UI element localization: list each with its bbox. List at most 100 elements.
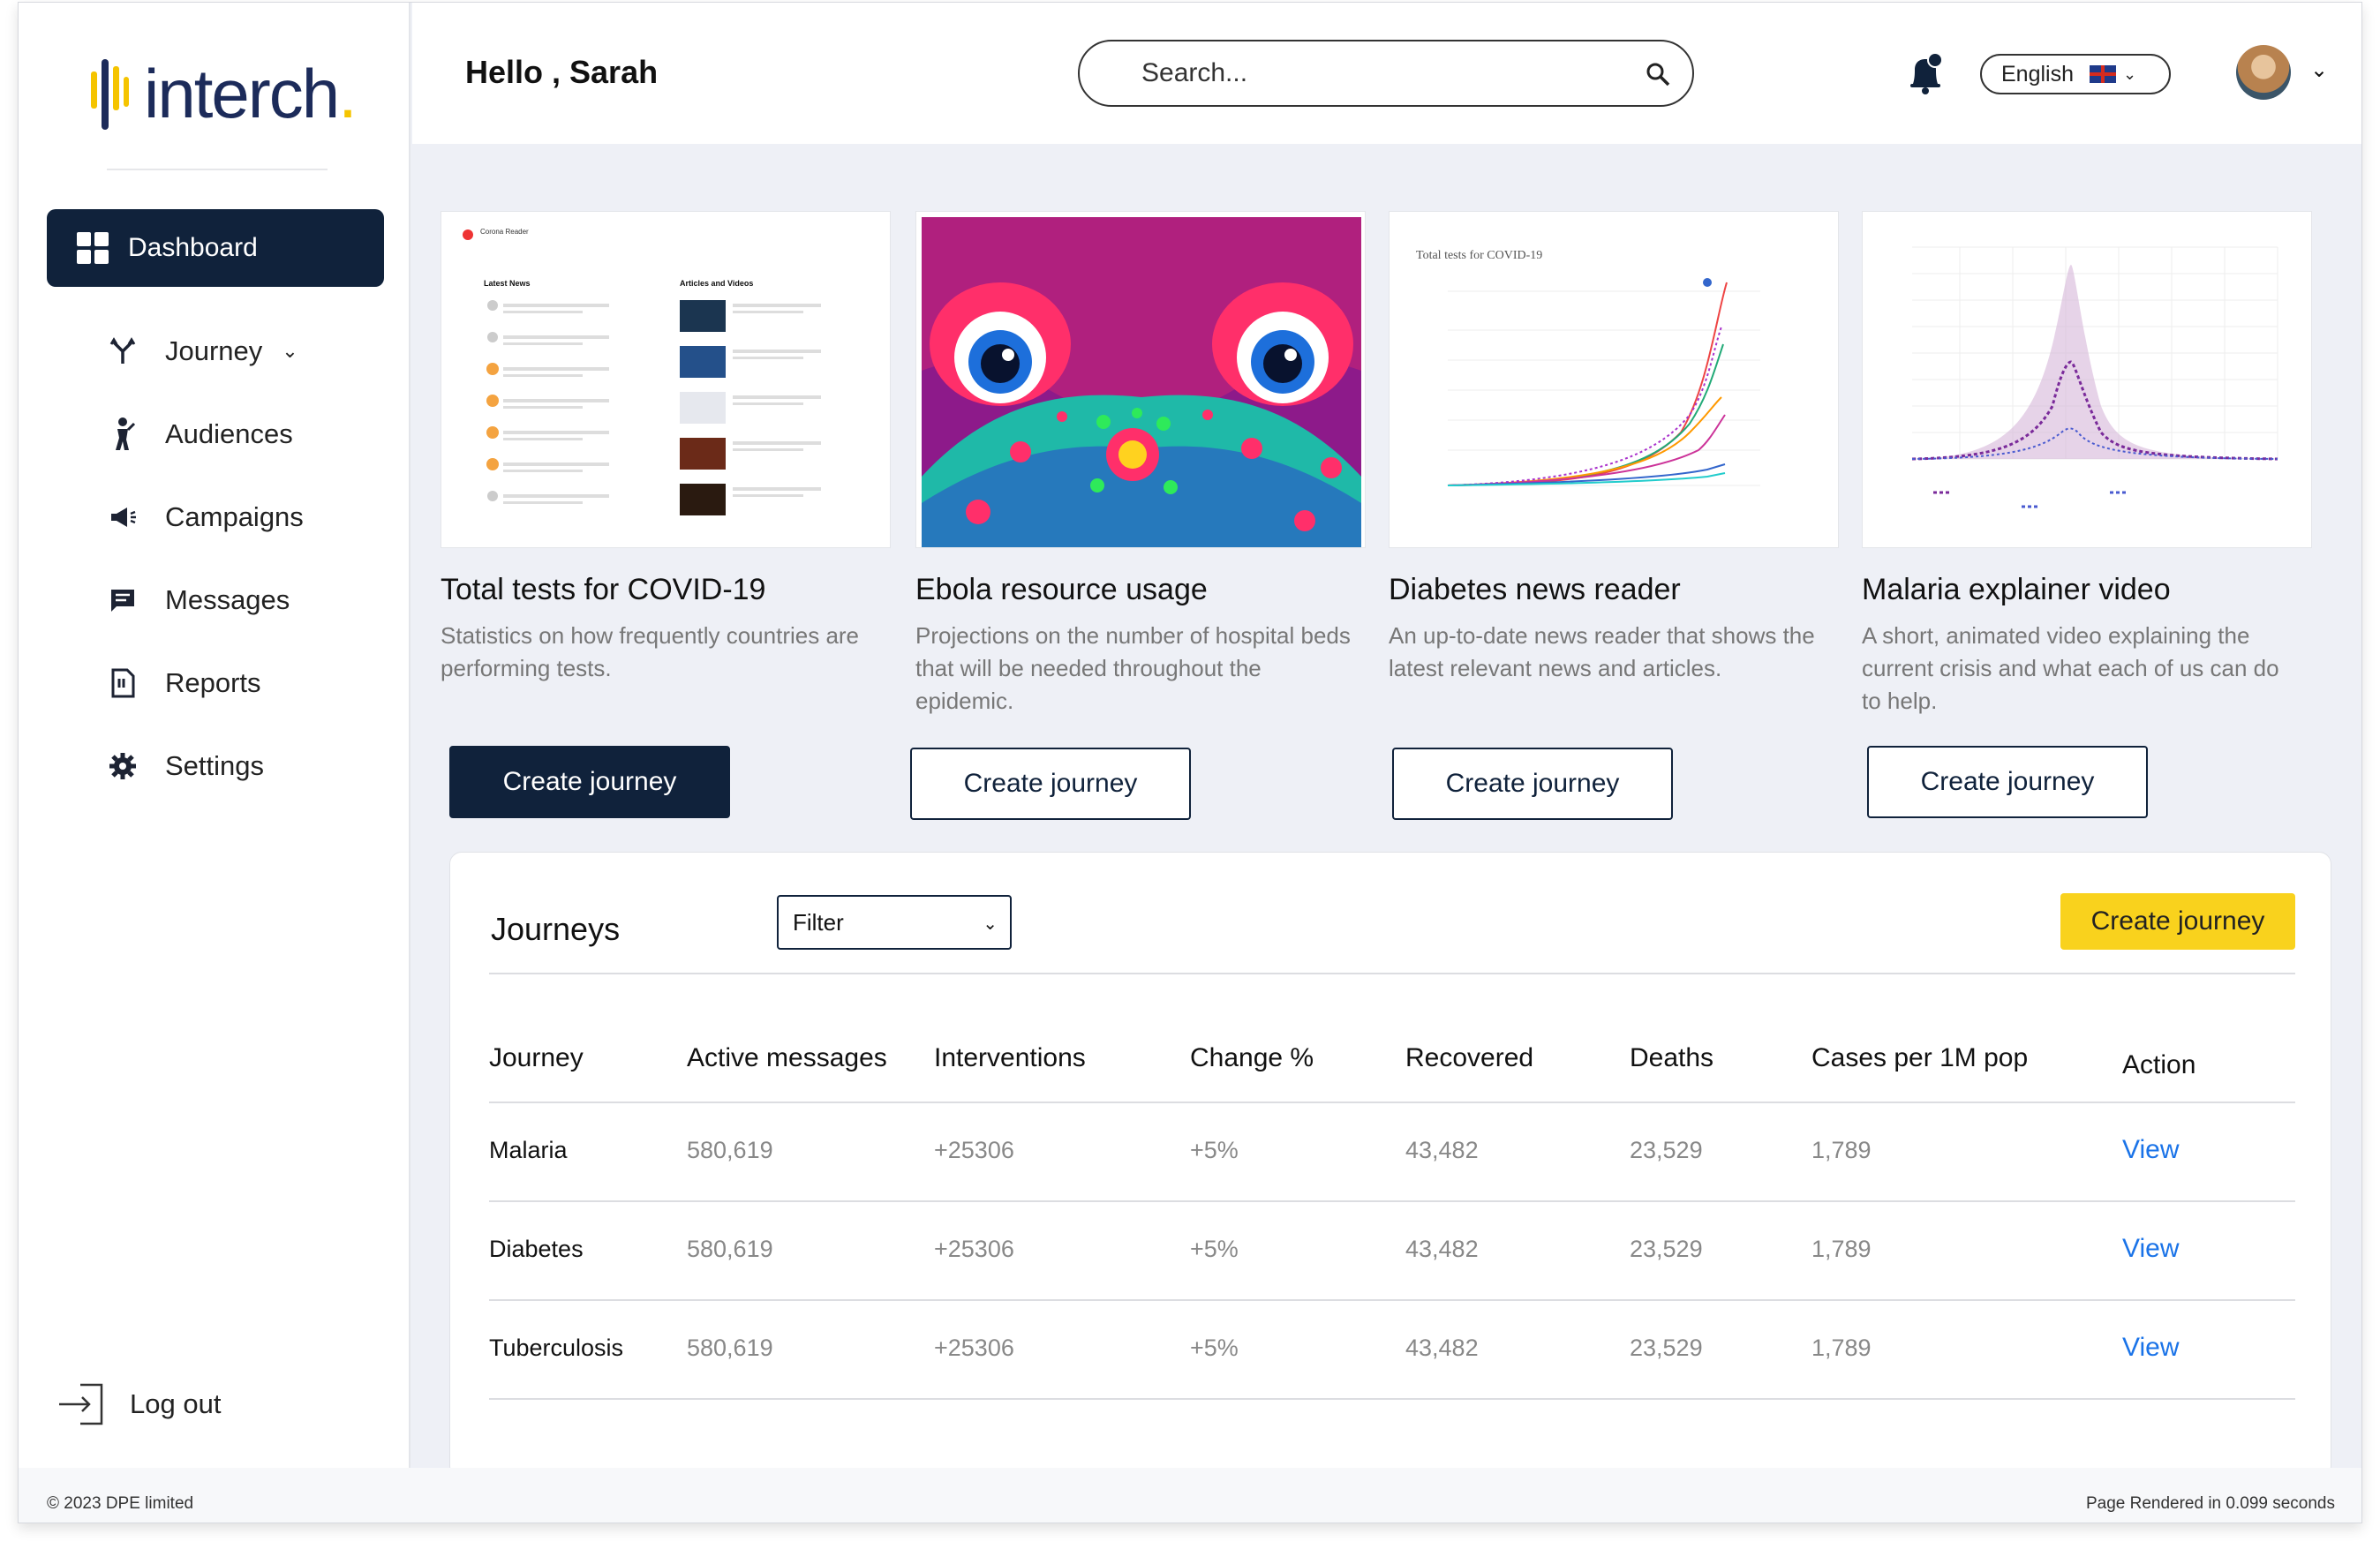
divider — [489, 1102, 2295, 1103]
cell-deaths: 23,529 — [1630, 1137, 1703, 1163]
card-thumbnail-news[interactable]: Corona Reader Latest News Articles and V… — [441, 211, 891, 548]
thumb-text: Latest News — [484, 279, 531, 288]
footer: © 2023 DPE limited Page Rendered in 0.09… — [19, 1468, 2361, 1523]
area-chart-illustration — [1911, 246, 2278, 508]
copyright: © 2023 DPE limited — [47, 1494, 194, 1513]
card-title: Ebola resource usage — [915, 573, 1208, 606]
card-thumbnail-virus[interactable] — [915, 211, 1366, 548]
brand-logo[interactable]: interch. — [82, 54, 373, 142]
create-journey-button[interactable]: Create journey — [1867, 746, 2148, 818]
column-header: Action — [2122, 1050, 2196, 1079]
cell-journey: Diabetes — [489, 1236, 584, 1262]
column-header: Change % — [1190, 1043, 1314, 1072]
thumb-text: Corona Reader — [480, 228, 529, 236]
card-description: Projections on the number of hospital be… — [915, 622, 1351, 714]
thumb-chart-title: Total tests for COVID-19 — [1416, 249, 1543, 262]
journeys-panel: Journeys Filter ⌄ Create journey Journey… — [449, 852, 2331, 1478]
chevron-down-icon: ⌄ — [2123, 64, 2137, 83]
cell-cases: 1,789 — [1811, 1137, 1872, 1163]
message-icon — [107, 584, 139, 616]
chevron-down-icon: ⌄ — [983, 914, 998, 934]
filter-select[interactable]: Filter ⌄ — [777, 895, 1012, 950]
cell-active-messages: 580,619 — [687, 1236, 773, 1262]
sidebar-item-label: Journey — [165, 335, 263, 366]
logout-button[interactable]: Log out — [57, 1380, 221, 1429]
person-icon — [107, 417, 139, 450]
divider — [489, 1398, 2295, 1400]
cell-change: +5% — [1190, 1137, 1239, 1163]
notification-bell-icon[interactable] — [1906, 52, 1945, 96]
cell-interventions: +25306 — [934, 1236, 1014, 1262]
search-icon[interactable] — [1645, 61, 1671, 87]
cell-active-messages: 580,619 — [687, 1137, 773, 1163]
greeting: Hello , Sarah — [465, 54, 659, 90]
sidebar: interch. Dashboard Journey ⌄ Audiences C… — [19, 3, 410, 1468]
uk-flag-icon — [2090, 65, 2116, 83]
card-title: Malaria explainer video — [1862, 573, 2171, 606]
create-journey-button[interactable]: Create journey — [1392, 748, 1673, 820]
cell-journey: Tuberculosis — [489, 1335, 624, 1361]
report-icon — [107, 667, 139, 699]
logo-mark-icon — [91, 59, 129, 130]
sidebar-item-settings[interactable]: Settings — [107, 744, 264, 788]
thumb-text: Articles and Videos — [680, 279, 754, 288]
cell-recovered: 43,482 — [1405, 1137, 1479, 1163]
chevron-down-icon: ⌄ — [282, 340, 298, 362]
sidebar-item-label: Campaigns — [165, 501, 304, 532]
sidebar-item-label: Reports — [165, 667, 261, 698]
sidebar-item-campaigns[interactable]: Campaigns — [107, 495, 304, 539]
create-journey-button[interactable]: Create journey — [910, 748, 1191, 820]
search-input[interactable]: Search... — [1078, 40, 1694, 107]
card-description: A short, animated video explaining the c… — [1862, 622, 2279, 714]
card-title: Diabetes news reader — [1389, 573, 1681, 606]
chevron-down-icon[interactable]: ⌄ — [2310, 58, 2329, 82]
divider — [489, 1299, 2295, 1301]
card-description: Statistics on how frequently countries a… — [441, 622, 860, 681]
cell-interventions: +25306 — [934, 1137, 1014, 1163]
language-select[interactable]: English ⌄ — [1980, 54, 2171, 94]
top-header: Hello , Sarah Search... English ⌄ ⌄ — [412, 3, 2361, 144]
sidebar-item-dashboard[interactable]: Dashboard — [47, 209, 384, 287]
route-icon — [107, 335, 139, 367]
avatar[interactable] — [2236, 45, 2291, 100]
column-header: Cases per 1M pop — [1811, 1043, 2029, 1072]
logout-icon — [57, 1380, 109, 1429]
cell-interventions: +25306 — [934, 1335, 1014, 1361]
view-link[interactable]: View — [2122, 1333, 2180, 1362]
cell-journey: Malaria — [489, 1137, 568, 1163]
cell-deaths: 23,529 — [1630, 1236, 1703, 1262]
news-list-illustration — [486, 300, 821, 515]
create-journey-button[interactable]: Create journey — [2060, 893, 2295, 950]
logout-label: Log out — [130, 1388, 222, 1419]
card-title: Total tests for COVID-19 — [441, 573, 766, 606]
brand-name: interch. — [144, 55, 358, 132]
card-thumbnail-line-chart[interactable]: Total tests for COVID-19 — [1389, 211, 1839, 548]
create-journey-button[interactable]: Create journey — [449, 746, 730, 818]
sidebar-item-label: Dashboard — [128, 233, 258, 262]
language-label: English — [2001, 61, 2074, 86]
sidebar-item-journey[interactable]: Journey ⌄ — [107, 329, 298, 373]
view-link[interactable]: View — [2122, 1234, 2180, 1263]
sidebar-item-label: Messages — [165, 584, 290, 615]
sidebar-item-reports[interactable]: Reports — [107, 661, 261, 705]
sidebar-item-messages[interactable]: Messages — [107, 578, 290, 622]
line-chart-illustration — [1447, 278, 1760, 486]
virus-mask-illustration — [922, 217, 1361, 547]
dashboard-icon — [77, 232, 109, 264]
cell-cases: 1,789 — [1811, 1335, 1872, 1361]
panel-title: Journeys — [491, 911, 621, 947]
template-card: Ebola resource usage Projections on the … — [915, 211, 1366, 718]
cell-recovered: 43,482 — [1405, 1335, 1479, 1361]
template-card: Total tests for COVID-19 Diabetes news r… — [1389, 211, 1839, 685]
template-card: Malaria explainer video A short, animate… — [1862, 211, 2312, 718]
cell-change: +5% — [1190, 1236, 1239, 1262]
filter-label: Filter — [793, 908, 844, 936]
cell-active-messages: 580,619 — [687, 1335, 773, 1361]
divider — [489, 973, 2295, 974]
divider — [489, 1200, 2295, 1202]
cell-recovered: 43,482 — [1405, 1236, 1479, 1262]
view-link[interactable]: View — [2122, 1135, 2180, 1164]
card-thumbnail-area-chart[interactable] — [1862, 211, 2312, 548]
column-header: Recovered — [1405, 1043, 1534, 1072]
sidebar-item-audiences[interactable]: Audiences — [107, 412, 293, 456]
